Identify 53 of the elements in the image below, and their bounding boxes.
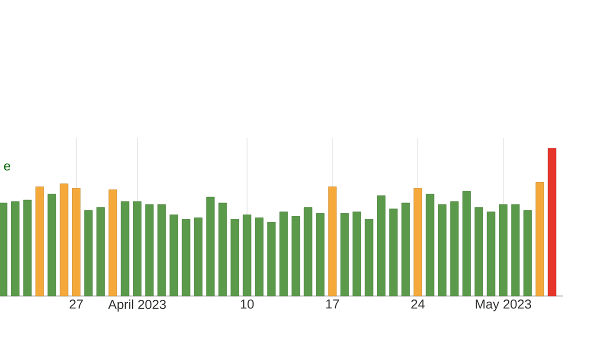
bar — [194, 218, 202, 296]
bar — [206, 196, 215, 296]
bar — [511, 204, 520, 296]
bar — [60, 184, 68, 296]
bar — [255, 218, 264, 296]
bar — [35, 186, 44, 296]
bar — [218, 202, 227, 296]
annotation: e — [4, 163, 10, 171]
bar — [279, 212, 288, 296]
bar — [316, 213, 324, 296]
bar — [462, 190, 471, 296]
bar — [0, 202, 8, 296]
bar — [304, 207, 312, 296]
bar — [108, 189, 118, 296]
x-tick-label: 24 — [411, 300, 425, 309]
bar — [11, 201, 20, 296]
bar — [48, 194, 56, 296]
bar — [364, 219, 374, 296]
x-tick-label: April 2023 — [108, 300, 166, 312]
bar — [267, 222, 276, 296]
bar — [474, 207, 484, 296]
bar — [145, 204, 154, 296]
bar — [352, 212, 362, 296]
bar — [401, 202, 410, 296]
bar — [292, 216, 300, 296]
x-tick-label: 27 — [70, 300, 83, 309]
bar — [84, 210, 93, 296]
bar — [72, 188, 80, 296]
bar — [438, 204, 446, 296]
bar — [523, 210, 532, 296]
x-tick-label: May 2023 — [476, 300, 532, 312]
bar — [414, 188, 422, 296]
bar — [450, 201, 459, 296]
bar — [389, 208, 398, 296]
x-tick-label: 10 — [240, 300, 254, 309]
bar — [170, 214, 178, 296]
bar — [328, 186, 337, 296]
bar — [230, 219, 240, 296]
bar — [426, 194, 434, 296]
bar — [120, 201, 130, 296]
bar — [499, 204, 508, 296]
bar — [133, 201, 142, 296]
bar — [548, 148, 556, 296]
bar — [23, 200, 32, 296]
bar — [377, 195, 386, 296]
bar — [536, 182, 544, 296]
bar — [340, 213, 349, 296]
bar — [182, 219, 190, 296]
x-tick-label: 17 — [326, 300, 339, 308]
bar — [96, 207, 105, 296]
bar — [486, 212, 496, 296]
bar — [157, 204, 166, 296]
bar — [242, 214, 252, 296]
